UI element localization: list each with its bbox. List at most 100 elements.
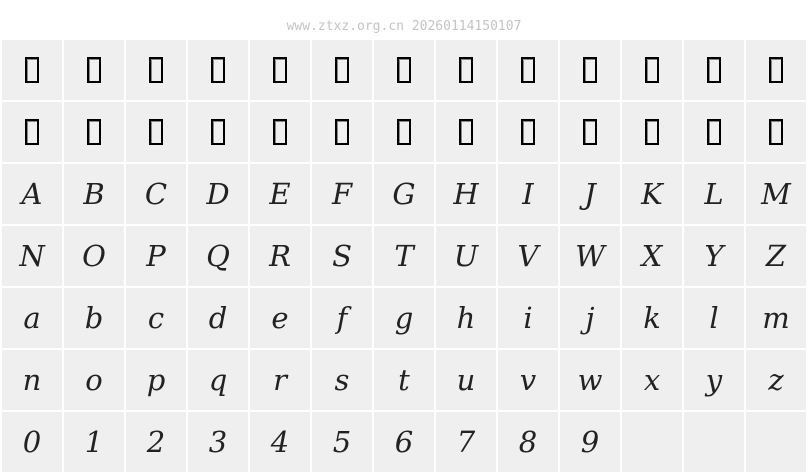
glyph-cell: 0 — [2, 412, 62, 472]
glyph-cell: 5 — [312, 412, 372, 472]
glyph-cell: 8 — [498, 412, 558, 472]
glyph-cell: O — [64, 226, 124, 286]
glyph-cell: D — [188, 164, 248, 224]
glyph-cell: h — [436, 288, 496, 348]
glyph-cell: F — [312, 164, 372, 224]
glyph-cell-missing — [374, 102, 434, 162]
glyph-cell: q — [188, 350, 248, 410]
glyph-cell-missing — [560, 102, 620, 162]
glyph-cell-missing — [64, 102, 124, 162]
glyph-cell: n — [2, 350, 62, 410]
glyph-cell: G — [374, 164, 434, 224]
empty-cell — [684, 412, 744, 472]
empty-cell — [746, 412, 806, 472]
glyph-cell: f — [312, 288, 372, 348]
missing-glyph-icon — [273, 119, 287, 145]
missing-glyph-icon — [769, 119, 783, 145]
glyph-cell: c — [126, 288, 186, 348]
glyph-cell: x — [622, 350, 682, 410]
glyph-cell: E — [250, 164, 310, 224]
glyph-cell: t — [374, 350, 434, 410]
missing-glyph-icon — [583, 57, 597, 83]
missing-glyph-icon — [25, 119, 39, 145]
glyph-cell-missing — [126, 40, 186, 100]
glyph-cell: P — [126, 226, 186, 286]
glyph-cell: u — [436, 350, 496, 410]
glyph-cell-missing — [436, 102, 496, 162]
glyph-cell-missing — [684, 102, 744, 162]
empty-cell — [622, 412, 682, 472]
glyph-cell: 6 — [374, 412, 434, 472]
missing-glyph-icon — [335, 57, 349, 83]
glyph-cell: I — [498, 164, 558, 224]
glyph-cell-missing — [312, 40, 372, 100]
glyph-cell: o — [64, 350, 124, 410]
glyph-cell-missing — [622, 102, 682, 162]
glyph-cell: z — [746, 350, 806, 410]
glyph-cell: 9 — [560, 412, 620, 472]
missing-glyph-icon — [87, 57, 101, 83]
missing-glyph-icon — [211, 57, 225, 83]
missing-glyph-icon — [707, 119, 721, 145]
glyph-cell: W — [560, 226, 620, 286]
glyph-cell: s — [312, 350, 372, 410]
glyph-cell: 1 — [64, 412, 124, 472]
glyph-cell: y — [684, 350, 744, 410]
missing-glyph-icon — [707, 57, 721, 83]
glyph-cell-missing — [560, 40, 620, 100]
glyph-cell-missing — [126, 102, 186, 162]
glyph-cell-missing — [188, 40, 248, 100]
glyph-cell: 4 — [250, 412, 310, 472]
glyph-cell-missing — [374, 40, 434, 100]
glyph-cell: b — [64, 288, 124, 348]
missing-glyph-icon — [521, 119, 535, 145]
missing-glyph-icon — [25, 57, 39, 83]
glyph-cell-missing — [250, 40, 310, 100]
glyph-cell: i — [498, 288, 558, 348]
glyph-cell: K — [622, 164, 682, 224]
glyph-cell: B — [64, 164, 124, 224]
missing-glyph-icon — [149, 119, 163, 145]
glyph-cell: V — [498, 226, 558, 286]
missing-glyph-icon — [87, 119, 101, 145]
glyph-cell-missing — [250, 102, 310, 162]
glyph-cell: S — [312, 226, 372, 286]
glyph-cell: H — [436, 164, 496, 224]
glyph-cell: m — [746, 288, 806, 348]
glyph-cell-missing — [622, 40, 682, 100]
glyph-cell: X — [622, 226, 682, 286]
glyph-cell: 3 — [188, 412, 248, 472]
glyph-cell: T — [374, 226, 434, 286]
glyph-cell: Q — [188, 226, 248, 286]
missing-glyph-icon — [397, 119, 411, 145]
glyph-cell: d — [188, 288, 248, 348]
missing-glyph-icon — [273, 57, 287, 83]
glyph-cell: 2 — [126, 412, 186, 472]
glyph-cell-missing — [498, 40, 558, 100]
glyph-cell: l — [684, 288, 744, 348]
glyph-cell: p — [126, 350, 186, 410]
glyph-cell: U — [436, 226, 496, 286]
glyph-cell: Z — [746, 226, 806, 286]
missing-glyph-icon — [397, 57, 411, 83]
missing-glyph-icon — [459, 57, 473, 83]
glyph-cell: e — [250, 288, 310, 348]
glyph-cell-missing — [436, 40, 496, 100]
missing-glyph-icon — [521, 57, 535, 83]
glyph-cell: 7 — [436, 412, 496, 472]
glyph-cell: J — [560, 164, 620, 224]
watermark: www.ztxz.org.cn 20260114150107 — [286, 19, 522, 34]
glyph-cell-missing — [188, 102, 248, 162]
glyph-cell-missing — [746, 102, 806, 162]
glyph-cell-missing — [746, 40, 806, 100]
glyph-cell: C — [126, 164, 186, 224]
glyph-cell: M — [746, 164, 806, 224]
glyph-cell-missing — [312, 102, 372, 162]
missing-glyph-icon — [645, 119, 659, 145]
glyph-cell: j — [560, 288, 620, 348]
missing-glyph-icon — [459, 119, 473, 145]
missing-glyph-icon — [211, 119, 225, 145]
missing-glyph-icon — [645, 57, 659, 83]
missing-glyph-icon — [149, 57, 163, 83]
